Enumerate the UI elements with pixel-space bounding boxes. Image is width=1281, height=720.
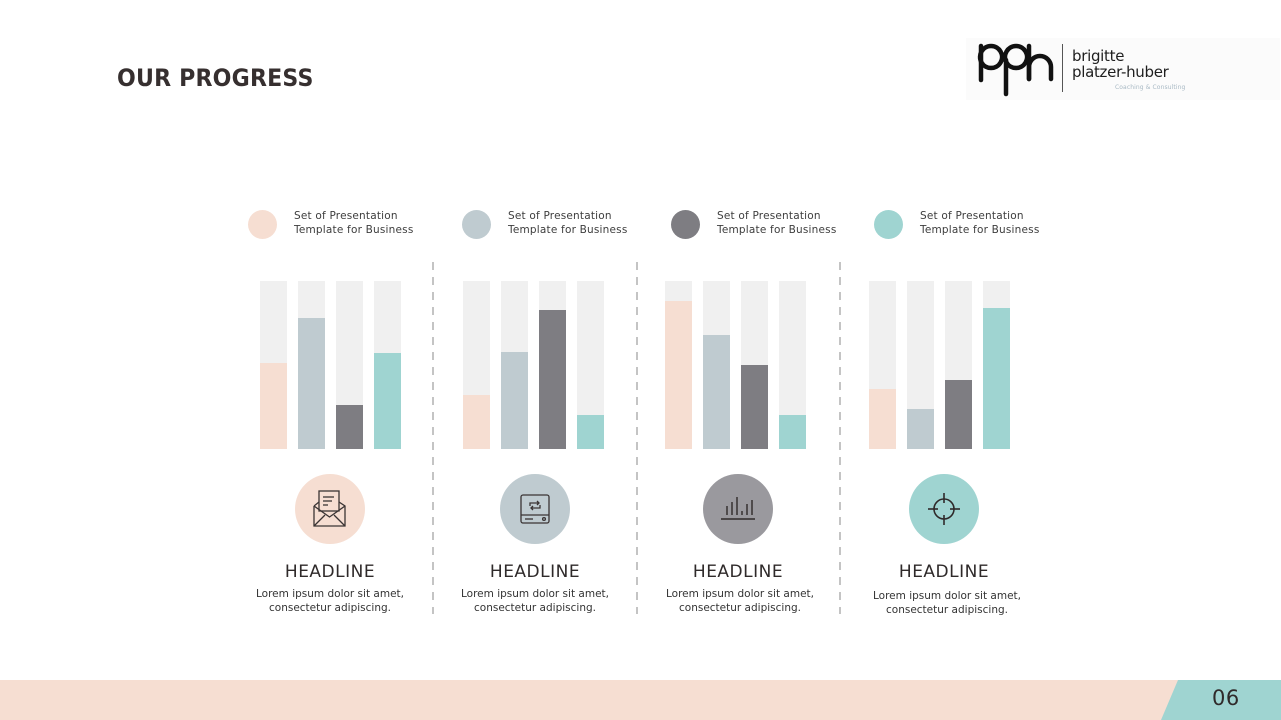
panel-3-icon-circle bbox=[703, 474, 773, 544]
bar-fill bbox=[539, 309, 566, 449]
crosshair-target-icon bbox=[928, 493, 960, 525]
desc-line1: Lorem ipsum dolor sit amet, bbox=[461, 588, 609, 600]
footer-band bbox=[0, 680, 1281, 720]
legend-label: Set of Presentation Template for Busines… bbox=[920, 210, 1080, 237]
bar-track bbox=[298, 281, 325, 449]
legend-line2: Template for Business bbox=[920, 223, 1040, 236]
desc-line2: consectetur adipiscing. bbox=[886, 603, 1008, 616]
bar-fill bbox=[945, 380, 972, 449]
panel-4-headline: HEADLINE bbox=[898, 562, 990, 582]
footer-page-tab bbox=[1161, 680, 1281, 720]
bar-track bbox=[260, 281, 287, 449]
bar-track bbox=[907, 281, 934, 449]
bar-fill bbox=[703, 334, 730, 449]
bar-fill bbox=[463, 395, 490, 449]
panel-1-description: Lorem ipsum dolor sit amet, consectetur … bbox=[235, 588, 425, 615]
legend-line1: Set of Presentation bbox=[717, 210, 821, 222]
bar-fill bbox=[374, 353, 401, 449]
legend-dot bbox=[248, 210, 277, 239]
bar-track bbox=[336, 281, 363, 449]
bar-fill bbox=[298, 317, 325, 449]
legend-line1: Set of Presentation bbox=[294, 210, 398, 222]
bar-track bbox=[945, 281, 972, 449]
bar-track bbox=[539, 281, 566, 449]
divider-2 bbox=[636, 262, 638, 614]
panel-3-description: Lorem ipsum dolor sit amet, consectetur … bbox=[645, 588, 835, 615]
panel-2-icon-circle bbox=[500, 474, 570, 544]
bar-fill bbox=[907, 408, 934, 449]
bar-fill bbox=[577, 415, 604, 449]
divider-3 bbox=[839, 262, 841, 614]
bar-track bbox=[577, 281, 604, 449]
legend-line2: Template for Business bbox=[508, 223, 628, 236]
page-number: 06 bbox=[1212, 686, 1240, 710]
bar-track bbox=[374, 281, 401, 449]
desc-line1: Lorem ipsum dolor sit amet, bbox=[666, 588, 814, 600]
legend-label: Set of Presentation Template for Busines… bbox=[294, 210, 454, 237]
bph-logo-mark-icon bbox=[977, 43, 1054, 97]
bar-track bbox=[741, 281, 768, 449]
bar-fill bbox=[665, 301, 692, 449]
panel-1-icon-circle bbox=[295, 474, 365, 544]
logo-name-line1: brigitte bbox=[1072, 47, 1125, 65]
bar-fill bbox=[260, 363, 287, 449]
bar-fill bbox=[779, 415, 806, 449]
panel-1-headline: HEADLINE bbox=[284, 562, 376, 582]
desc-line2: consectetur adipiscing. bbox=[679, 601, 801, 614]
slide-title: OUR PROGRESS bbox=[117, 64, 314, 92]
bar-track bbox=[463, 281, 490, 449]
desc-line2: consectetur adipiscing. bbox=[269, 601, 391, 614]
legend-label: Set of Presentation Template for Busines… bbox=[508, 210, 668, 237]
bar-chart-icon bbox=[721, 497, 755, 520]
panel-2-headline: HEADLINE bbox=[489, 562, 581, 582]
legend-line2: Template for Business bbox=[294, 223, 414, 236]
legend-line2: Template for Business bbox=[717, 223, 837, 236]
desc-line1: Lorem ipsum dolor sit amet, bbox=[256, 588, 404, 600]
envelope-icon bbox=[313, 490, 346, 527]
sync-drive-icon bbox=[520, 494, 550, 524]
bar-track bbox=[665, 281, 692, 449]
desc-line1: Lorem ipsum dolor sit amet, bbox=[873, 590, 1021, 602]
bar-fill bbox=[336, 405, 363, 449]
logo-separator bbox=[1062, 44, 1063, 92]
panel-4-icon-circle bbox=[909, 474, 979, 544]
legend-line1: Set of Presentation bbox=[508, 210, 612, 222]
bar-track bbox=[983, 281, 1010, 449]
logo-name: brigitte platzer-huber bbox=[1072, 48, 1169, 80]
legend-dot bbox=[671, 210, 700, 239]
panel-2-description: Lorem ipsum dolor sit amet, consectetur … bbox=[440, 588, 630, 615]
bar-track bbox=[501, 281, 528, 449]
bar-track bbox=[779, 281, 806, 449]
bar-fill bbox=[741, 365, 768, 449]
bar-fill bbox=[501, 351, 528, 449]
legend-label: Set of Presentation Template for Busines… bbox=[717, 210, 877, 237]
panel-4-description: Lorem ipsum dolor sit amet, consectetur … bbox=[852, 590, 1042, 617]
bar-track bbox=[703, 281, 730, 449]
logo-name-line2: platzer-huber bbox=[1072, 63, 1169, 81]
desc-line2: consectetur adipiscing. bbox=[474, 601, 596, 614]
panel-3-headline: HEADLINE bbox=[692, 562, 784, 582]
legend-dot bbox=[462, 210, 491, 239]
legend-line1: Set of Presentation bbox=[920, 210, 1024, 222]
company-logo: brigitte platzer-huber Coaching & Consul… bbox=[966, 38, 1280, 100]
bar-track bbox=[869, 281, 896, 449]
legend-dot bbox=[874, 210, 903, 239]
bar-fill bbox=[869, 388, 896, 449]
bar-fill bbox=[983, 307, 1010, 449]
divider-1 bbox=[432, 262, 434, 614]
logo-tagline: Coaching & Consulting bbox=[1115, 84, 1186, 91]
